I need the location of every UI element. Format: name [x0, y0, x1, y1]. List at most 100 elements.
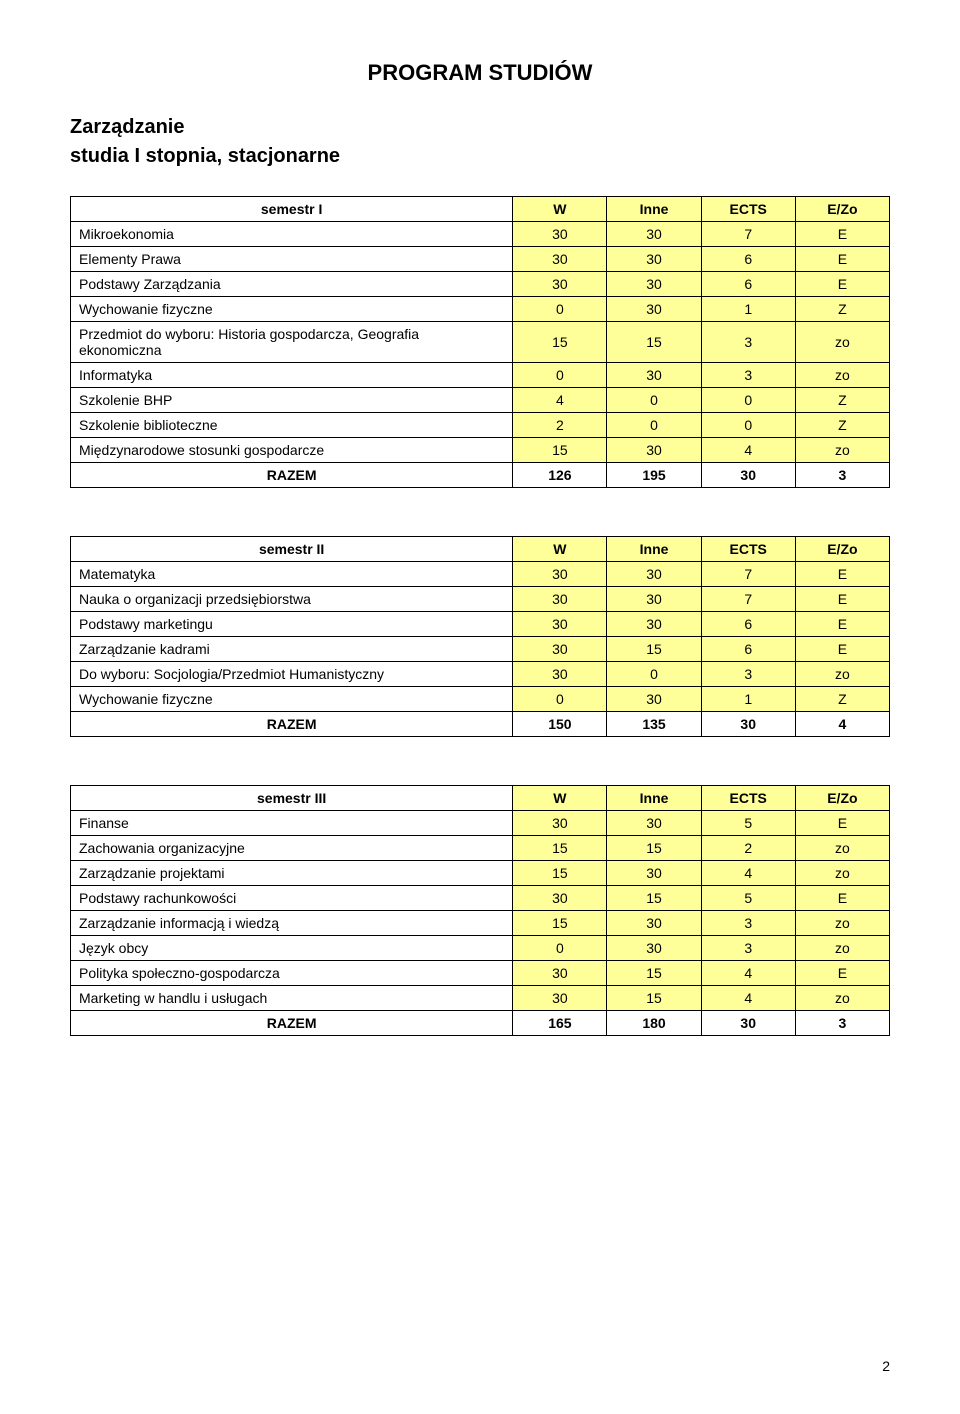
row-value: 7 [701, 222, 795, 247]
semester-table: semestr IWInneECTSE/ZoMikroekonomia30307… [70, 196, 890, 488]
table-row: Szkolenie biblioteczne200Z [71, 413, 890, 438]
row-value: zo [795, 363, 889, 388]
row-label: Do wyboru: Socjologia/Przedmiot Humanist… [71, 662, 513, 687]
row-value: 4 [701, 861, 795, 886]
table-row: Przedmiot do wyboru: Historia gospodarcz… [71, 322, 890, 363]
razem-value: 195 [607, 463, 701, 488]
row-value: 30 [513, 612, 607, 637]
row-value: E [795, 222, 889, 247]
row-value: Z [795, 413, 889, 438]
row-value: 1 [701, 687, 795, 712]
table-row: Polityka społeczno-gospodarcza30154E [71, 961, 890, 986]
row-value: 30 [513, 961, 607, 986]
table-header-col: W [513, 786, 607, 811]
row-label: Język obcy [71, 936, 513, 961]
row-label: Zarządzanie kadrami [71, 637, 513, 662]
row-value: 5 [701, 886, 795, 911]
table-header-label: semestr I [71, 197, 513, 222]
row-label: Szkolenie biblioteczne [71, 413, 513, 438]
row-value: 30 [607, 438, 701, 463]
row-label: Zarządzanie projektami [71, 861, 513, 886]
row-value: zo [795, 911, 889, 936]
row-value: 30 [513, 247, 607, 272]
row-label: Wychowanie fizyczne [71, 687, 513, 712]
table-row: Zarządzanie kadrami30156E [71, 637, 890, 662]
row-label: Nauka o organizacji przedsiębiorstwa [71, 587, 513, 612]
row-value: 30 [607, 272, 701, 297]
row-label: Podstawy Zarządzania [71, 272, 513, 297]
row-value: 30 [513, 886, 607, 911]
razem-value: 3 [795, 1011, 889, 1036]
table-header-label: semestr II [71, 537, 513, 562]
row-value: 6 [701, 637, 795, 662]
row-value: 0 [513, 936, 607, 961]
row-value: 30 [513, 272, 607, 297]
row-value: 30 [513, 222, 607, 247]
table-header-col: E/Zo [795, 786, 889, 811]
table-row: Marketing w handlu i usługach30154zo [71, 986, 890, 1011]
row-value: 30 [607, 936, 701, 961]
row-value: 7 [701, 587, 795, 612]
table-row: Zarządzanie informacją i wiedzą15303zo [71, 911, 890, 936]
row-label: Międzynarodowe stosunki gospodarcze [71, 438, 513, 463]
row-value: 30 [607, 811, 701, 836]
row-value: 0 [701, 413, 795, 438]
row-value: 4 [701, 961, 795, 986]
row-value: 30 [607, 612, 701, 637]
row-value: 15 [607, 637, 701, 662]
razem-value: 126 [513, 463, 607, 488]
tables-container: semestr IWInneECTSE/ZoMikroekonomia30307… [70, 196, 890, 1036]
row-value: 6 [701, 247, 795, 272]
row-value: 15 [513, 861, 607, 886]
row-label: Informatyka [71, 363, 513, 388]
row-value: E [795, 811, 889, 836]
table-header-col: ECTS [701, 197, 795, 222]
table-row: Podstawy marketingu30306E [71, 612, 890, 637]
row-value: 15 [607, 322, 701, 363]
table-header-col: W [513, 537, 607, 562]
table-row: Finanse30305E [71, 811, 890, 836]
table-row: Nauka o organizacji przedsiębiorstwa3030… [71, 587, 890, 612]
row-value: 15 [513, 322, 607, 363]
table-row: Szkolenie BHP400Z [71, 388, 890, 413]
table-row: Do wyboru: Socjologia/Przedmiot Humanist… [71, 662, 890, 687]
razem-value: 165 [513, 1011, 607, 1036]
row-value: 0 [607, 662, 701, 687]
row-value: 15 [607, 886, 701, 911]
row-value: 30 [513, 662, 607, 687]
row-value: 5 [701, 811, 795, 836]
razem-value: 30 [701, 1011, 795, 1036]
row-value: 2 [513, 413, 607, 438]
table-header-col: E/Zo [795, 197, 889, 222]
razem-label: RAZEM [71, 1011, 513, 1036]
table-row: Elementy Prawa30306E [71, 247, 890, 272]
row-value: 0 [513, 297, 607, 322]
row-value: 6 [701, 612, 795, 637]
semester-table: semestr IIWInneECTSE/ZoMatematyka30307EN… [70, 536, 890, 737]
table-header-col: Inne [607, 537, 701, 562]
row-value: 0 [701, 388, 795, 413]
semester-table: semestr IIIWInneECTSE/ZoFinanse30305EZac… [70, 785, 890, 1036]
row-value: 0 [513, 363, 607, 388]
row-value: 4 [701, 986, 795, 1011]
row-value: 30 [607, 363, 701, 388]
row-value: E [795, 587, 889, 612]
row-value: 30 [607, 297, 701, 322]
row-value: 30 [513, 637, 607, 662]
row-label: Finanse [71, 811, 513, 836]
table-header-col: E/Zo [795, 537, 889, 562]
row-label: Wychowanie fizyczne [71, 297, 513, 322]
razem-value: 30 [701, 463, 795, 488]
row-label: Podstawy rachunkowości [71, 886, 513, 911]
row-value: 30 [513, 587, 607, 612]
row-value: 3 [701, 911, 795, 936]
razem-label: RAZEM [71, 712, 513, 737]
row-value: 6 [701, 272, 795, 297]
row-value: 1 [701, 297, 795, 322]
row-label: Zachowania organizacyjne [71, 836, 513, 861]
page-title: PROGRAM STUDIÓW [70, 60, 890, 86]
row-value: 30 [607, 861, 701, 886]
table-header-col: Inne [607, 786, 701, 811]
row-value: 30 [513, 986, 607, 1011]
row-value: E [795, 562, 889, 587]
